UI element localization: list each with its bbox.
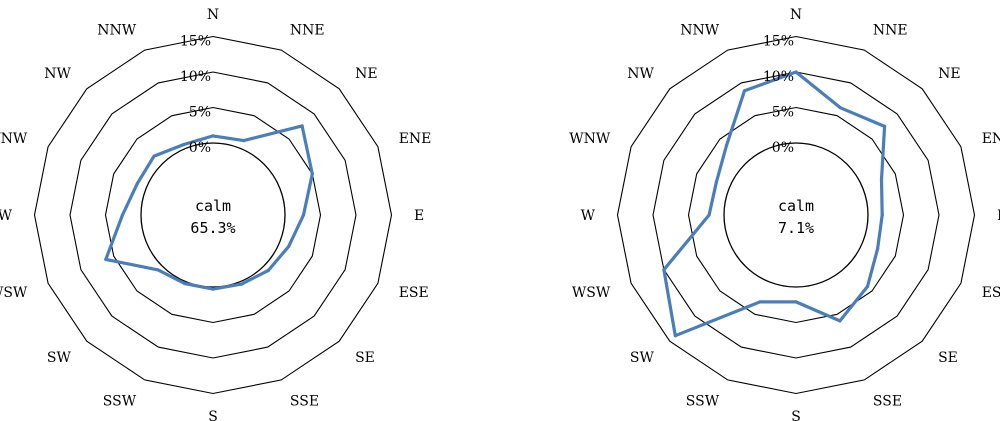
direction-label-ne: NE: [355, 66, 377, 82]
direction-label-wsw: WSW: [572, 285, 611, 301]
data-point-ne: [300, 124, 304, 128]
data-point-nw: [152, 154, 156, 158]
direction-label-se: SE: [938, 350, 958, 366]
data-point-wsw: [104, 257, 108, 261]
ring-label: 0%: [189, 140, 211, 156]
direction-label-nw: NW: [627, 66, 654, 82]
data-point-ene: [879, 178, 884, 182]
data-point-wsw: [662, 268, 666, 272]
data-point-s: [794, 300, 798, 304]
data-point-se: [865, 284, 870, 289]
direction-label-e: E: [414, 208, 424, 224]
direction-label-ene: ENE: [399, 131, 432, 147]
data-point-se: [266, 268, 270, 272]
direction-label-wsw: WSW: [0, 285, 28, 301]
direction-label-nw: NW: [44, 66, 71, 82]
data-point-ssw: [758, 300, 762, 304]
data-point-n: [794, 70, 798, 74]
direction-label-s: S: [791, 409, 801, 421]
calm-value: 7.1%: [778, 219, 814, 237]
direction-label-nne: NNE: [873, 22, 908, 38]
direction-label-nnw: NNW: [97, 22, 137, 38]
direction-label-ssw: SSW: [103, 394, 137, 410]
grid-ring-5pct: [687, 106, 905, 324]
data-point-nw: [724, 143, 729, 148]
wind-rose-left: 0% 5% 10% 15% N NNE NE ENE E ESE SE SSE S SSW SW WSW W WN…: [0, 7, 431, 421]
data-point-ese: [287, 244, 291, 248]
data-point-n: [211, 134, 215, 138]
data-point-ne: [883, 124, 887, 128]
data-point-wnw: [135, 182, 139, 186]
direction-label-ene: ENE: [982, 131, 1000, 147]
data-point-nne: [838, 106, 843, 110]
direction-label-ese: ESE: [982, 285, 1000, 301]
calm-label: calm: [195, 197, 231, 215]
data-point-wnw: [714, 180, 719, 184]
data-point-nnw: [742, 89, 747, 93]
direction-label-s: S: [208, 409, 218, 421]
direction-label-nnw: NNW: [680, 22, 720, 38]
ring-label: 15%: [763, 34, 794, 50]
data-point-sw: [673, 334, 677, 338]
data-point-ene: [310, 172, 314, 176]
direction-label-sse: SSE: [873, 394, 902, 410]
calm-circle: [723, 142, 869, 288]
direction-label-nne: NNE: [290, 22, 325, 38]
direction-label-wnw: WNW: [569, 131, 611, 147]
data-point-e: [880, 213, 884, 217]
grid-ring-10pct: [652, 71, 940, 359]
direction-label-ne: NE: [938, 66, 960, 82]
direction-label-w: W: [581, 208, 596, 224]
calm-label: calm: [778, 197, 814, 215]
ring-label: 5%: [772, 105, 794, 121]
ring-label: 15%: [180, 34, 211, 50]
direction-label-se: SE: [355, 350, 375, 366]
direction-label-w: W: [0, 208, 13, 224]
ring-label: 10%: [180, 69, 211, 85]
direction-label-n: N: [207, 7, 219, 23]
ring-label: 0%: [772, 140, 794, 156]
direction-label-sse: SSE: [290, 394, 319, 410]
data-point-sse: [240, 282, 244, 286]
wind-rose-right: 0% 5% 10% 15% N NNE NE ENE E ESE SE SSE S SSW SW WSW W WN…: [569, 7, 1000, 421]
grid-ring-5pct: [104, 106, 322, 324]
direction-label-sw: SW: [630, 350, 655, 366]
grid-ring-15pct: [33, 35, 393, 395]
direction-label-ese: ESE: [399, 285, 429, 301]
data-point-w: [120, 213, 125, 217]
direction-label-wnw: WNW: [0, 131, 28, 147]
data-point-ese: [876, 247, 880, 251]
data-point-w: [707, 213, 711, 217]
data-point-ssw: [183, 281, 187, 286]
direction-label-sw: SW: [47, 350, 72, 366]
ring-label: 10%: [763, 69, 794, 85]
calm-value: 65.3%: [190, 219, 235, 237]
data-point-nne: [242, 139, 246, 143]
data-point-e: [301, 213, 306, 217]
ring-label: 5%: [189, 105, 211, 121]
grid-ring-15pct: [616, 35, 976, 395]
direction-label-e: E: [997, 208, 1000, 224]
data-point-nnw: [182, 142, 186, 147]
direction-label-n: N: [790, 7, 802, 23]
grid-ring-10pct: [69, 71, 357, 359]
data-point-sw: [156, 268, 160, 272]
direction-label-ssw: SSW: [686, 394, 720, 410]
calm-circle: [140, 142, 286, 288]
data-point-s: [211, 287, 215, 291]
data-point-sse: [838, 319, 842, 323]
